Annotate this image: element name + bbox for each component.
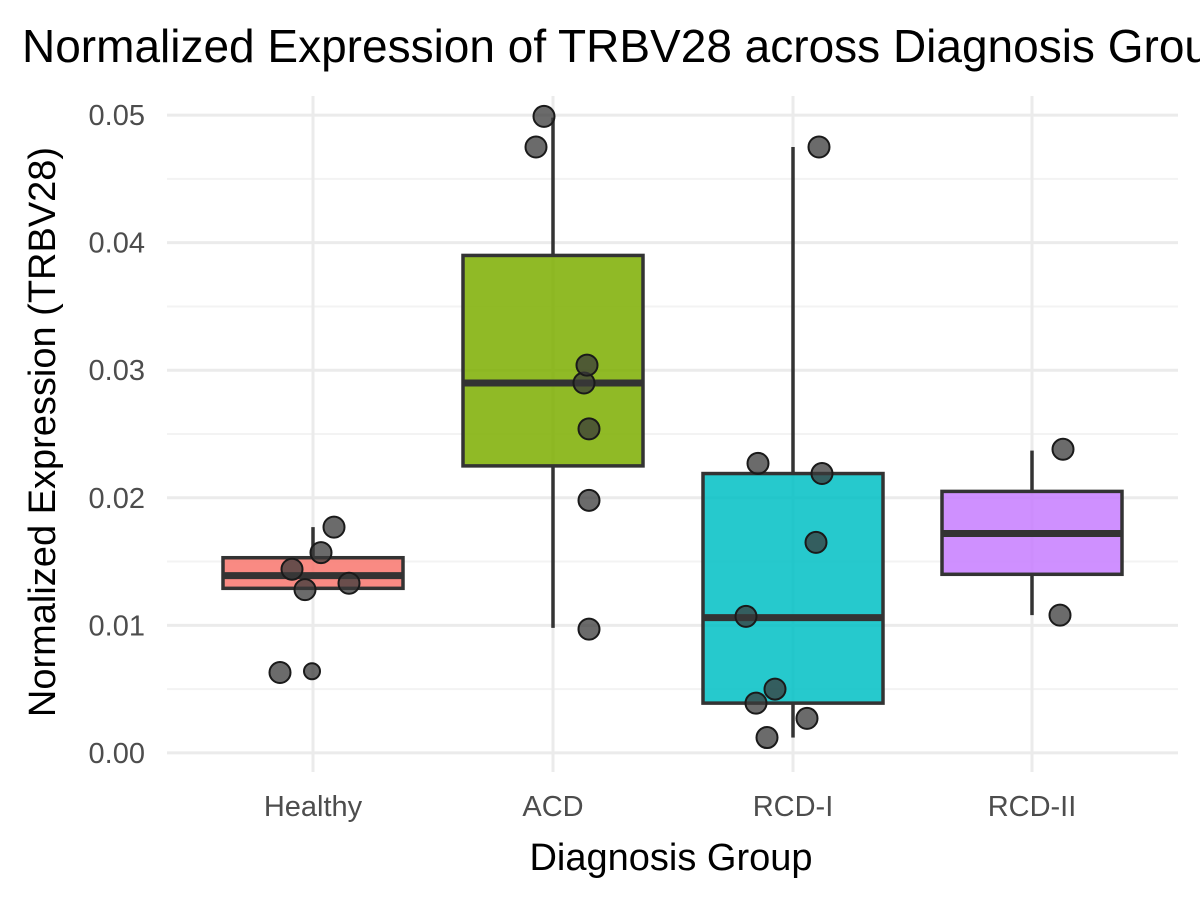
box [461,253,645,468]
data-point [807,135,831,159]
data-point [763,677,787,701]
data-point [795,706,819,730]
y-tick-label: 0.05 [89,100,145,132]
y-tick-label: 0.04 [89,228,145,260]
box-group-rcd-i [701,147,885,738]
x-tick-label: Healthy [264,791,363,823]
data-point [744,691,768,715]
data-point [575,353,599,377]
y-tick-label: 0.02 [89,483,145,515]
data-point [577,617,601,641]
y-tick-label: 0.03 [89,355,145,387]
data-point [810,462,834,486]
y-tick-label: 0.01 [89,610,145,642]
boxes [221,117,1124,738]
data-point [293,578,317,602]
data-point [577,488,601,512]
data-point [734,604,758,628]
box-group-acd [461,117,645,628]
data-point [280,557,304,581]
chart-title: Normalized Expression of TRBV28 across D… [22,20,1200,72]
data-point [746,451,770,475]
data-point [337,571,361,595]
data-point [755,726,779,750]
x-tick-label: RCD-II [988,791,1077,823]
data-point [309,541,333,565]
box [701,471,885,705]
x-tick-label: ACD [522,791,583,823]
data-point [303,662,321,681]
data-point [322,515,346,539]
y-axis-ticks: 0.00 0.01 0.02 0.03 0.04 0.05 [89,100,145,770]
data-point [577,417,601,441]
data-point [804,530,828,554]
box-group-rcd-ii [940,450,1124,616]
x-axis-ticks: Healthy ACD RCD-I RCD-II [264,791,1076,823]
data-point [268,661,292,685]
y-axis-title: Normalized Expression (TRBV28) [22,147,64,717]
x-axis-title: Diagnosis Group [529,837,812,879]
y-tick-label: 0.00 [89,738,145,770]
data-point [524,135,548,159]
data-points [268,104,1075,750]
data-point [1051,437,1075,461]
data-point [1048,603,1072,627]
data-point [532,104,556,128]
x-tick-label: RCD-I [753,791,834,823]
